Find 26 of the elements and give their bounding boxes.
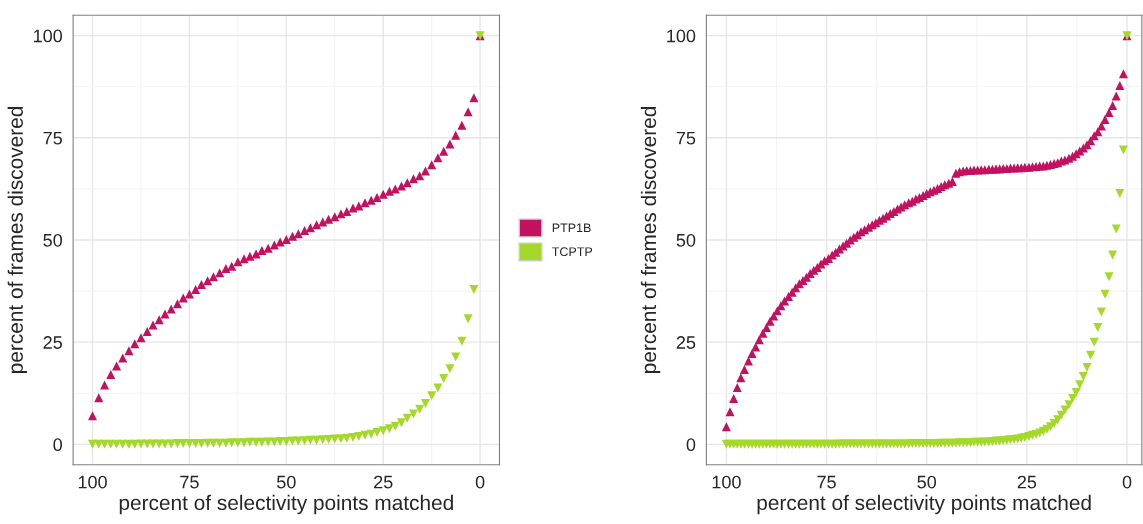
y-tick-label: 75 <box>43 131 62 145</box>
x-axis-title: percent of selectivity points matched <box>757 494 1091 515</box>
y-tick-label: 25 <box>676 336 696 349</box>
x-tick-label: 75 <box>817 475 836 489</box>
y-tick-label: 25 <box>43 336 62 349</box>
x-tick-label: 75 <box>180 475 199 489</box>
y-tick-label: 50 <box>43 233 63 247</box>
y-tick-label: 100 <box>33 29 63 43</box>
x-tick-label: 0 <box>1122 475 1132 489</box>
x-tick-label: 25 <box>374 475 393 489</box>
x-tick-label: 0 <box>475 475 485 489</box>
y-tick-label: 75 <box>676 131 696 145</box>
y-axis-title: percent of frames discovered <box>640 107 661 373</box>
x-tick-label: 100 <box>712 475 741 489</box>
y-tick-label: 100 <box>667 29 696 43</box>
x-axis-title: percent of selectivity points matched <box>119 494 453 515</box>
legend-label: TCPTP <box>552 247 593 257</box>
legend-label: PTP1B <box>552 223 591 233</box>
x-tick-label: 50 <box>277 475 296 489</box>
x-tick-label: 50 <box>917 475 937 489</box>
y-axis-title: percent of frames discovered <box>7 107 28 373</box>
x-tick-label: 25 <box>1017 475 1037 489</box>
y-tick-label: 0 <box>53 438 63 452</box>
y-tick-label: 0 <box>686 438 696 452</box>
x-tick-label: 100 <box>78 475 107 489</box>
y-tick-label: 50 <box>676 233 696 247</box>
